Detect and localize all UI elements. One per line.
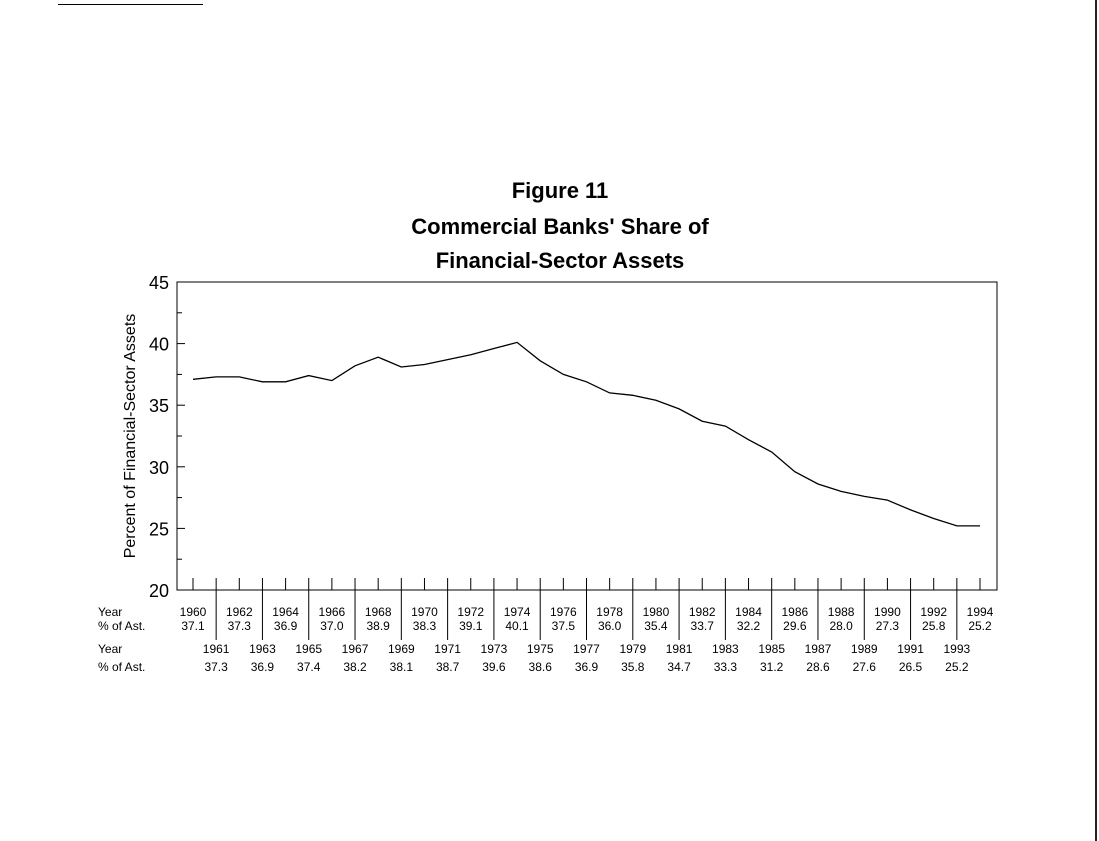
data-label: 35.4 (644, 619, 668, 633)
data-label: 25.8 (922, 619, 946, 633)
data-label: 36.9 (251, 660, 275, 674)
data-label: 33.3 (714, 660, 738, 674)
x-tick-label: 1983 (712, 642, 739, 656)
data-label: 36.0 (598, 619, 622, 633)
y-axis-label: Percent of Financial-Sector Assets (122, 314, 139, 559)
data-label: 38.6 (529, 660, 553, 674)
x-tick-label: 1979 (619, 642, 646, 656)
data-label: 34.7 (667, 660, 691, 674)
data-label: 37.4 (297, 660, 321, 674)
data-label: 32.2 (737, 619, 761, 633)
chart-title-line1: Commercial Banks' Share of (411, 214, 709, 239)
plot-frame (176, 281, 998, 591)
x-tick-label: 1964 (272, 605, 299, 619)
x-tick-label: 1984 (735, 605, 762, 619)
x-tick-label: 1969 (388, 642, 415, 656)
data-label: 38.7 (436, 660, 460, 674)
x-tick-label: 1986 (781, 605, 808, 619)
x-tick-label: 1973 (481, 642, 508, 656)
table-row-label-year: Year (98, 642, 122, 656)
data-label: 38.9 (366, 619, 390, 633)
data-label: 36.9 (575, 660, 599, 674)
scan-artifact-top-line (58, 4, 203, 5)
table-row-label-value: % of Ast. (98, 619, 145, 633)
x-tick-label: 1966 (319, 605, 346, 619)
y-tick-label: 25 (149, 519, 169, 539)
data-label: 28.0 (829, 619, 853, 633)
data-label: 25.2 (968, 619, 992, 633)
chart-title-line2: Financial-Sector Assets (435, 248, 685, 273)
data-label: 37.1 (181, 619, 205, 633)
x-tick-label: 1990 (874, 605, 901, 619)
y-tick-label: 30 (149, 458, 169, 478)
table-row-label-year: Year (98, 605, 122, 619)
x-tick-label: 1962 (226, 605, 253, 619)
x-tick-label: 1965 (295, 642, 322, 656)
x-tick-label: 1991 (897, 642, 924, 656)
data-label: 39.6 (482, 660, 506, 674)
figure-label: Figure 11 (511, 178, 609, 203)
x-tick-label: 1981 (666, 642, 693, 656)
y-tick-label: 35 (149, 396, 169, 416)
data-label: 33.7 (691, 619, 715, 633)
series-line (192, 341, 980, 527)
x-tick-label: 1976 (550, 605, 577, 619)
data-label: 36.9 (274, 619, 298, 633)
data-label: 40.1 (505, 619, 529, 633)
x-tick-label: 1987 (805, 642, 832, 656)
x-tick-label: 1970 (411, 605, 438, 619)
data-label: 27.3 (876, 619, 900, 633)
x-tick-label: 1974 (504, 605, 531, 619)
x-tick-label: 1961 (203, 642, 230, 656)
x-tick-label: 1972 (457, 605, 484, 619)
data-label: 28.6 (806, 660, 830, 674)
data-label: 38.2 (343, 660, 367, 674)
x-tick-label: 1992 (920, 605, 947, 619)
data-label: 26.5 (899, 660, 923, 674)
data-label: 27.6 (853, 660, 877, 674)
x-tick-label: 1988 (828, 605, 855, 619)
data-label: 37.0 (320, 619, 344, 633)
x-tick-label: 1967 (342, 642, 369, 656)
x-tick-label: 1994 (967, 605, 994, 619)
data-label: 37.3 (228, 619, 252, 633)
x-tick-label: 1985 (758, 642, 785, 656)
x-tick-label: 1977 (573, 642, 600, 656)
data-label: 38.3 (413, 619, 437, 633)
y-tick-label: 40 (149, 335, 169, 355)
x-tick-label: 1960 (180, 605, 207, 619)
x-tick-label: 1971 (434, 642, 461, 656)
scan-artifact-right-edge (1095, 0, 1097, 841)
x-tick-label: 1975 (527, 642, 554, 656)
y-tick-label: 20 (149, 581, 169, 601)
x-tick-label: 1968 (365, 605, 392, 619)
x-tick-label: 1989 (851, 642, 878, 656)
x-tick-label: 1978 (596, 605, 623, 619)
data-label: 38.1 (390, 660, 414, 674)
data-label: 37.5 (552, 619, 576, 633)
x-tick-label: 1993 (944, 642, 971, 656)
data-label: 37.3 (204, 660, 228, 674)
data-label: 31.2 (760, 660, 784, 674)
data-label: 39.1 (459, 619, 483, 633)
data-label: 35.8 (621, 660, 645, 674)
data-label: 29.6 (783, 619, 807, 633)
x-tick-label: 1980 (643, 605, 670, 619)
x-tick-label: 1963 (249, 642, 276, 656)
y-tick-label: 45 (149, 273, 169, 293)
x-tick-label: 1982 (689, 605, 716, 619)
data-label: 25.2 (945, 660, 969, 674)
table-row-label-value: % of Ast. (98, 660, 145, 674)
